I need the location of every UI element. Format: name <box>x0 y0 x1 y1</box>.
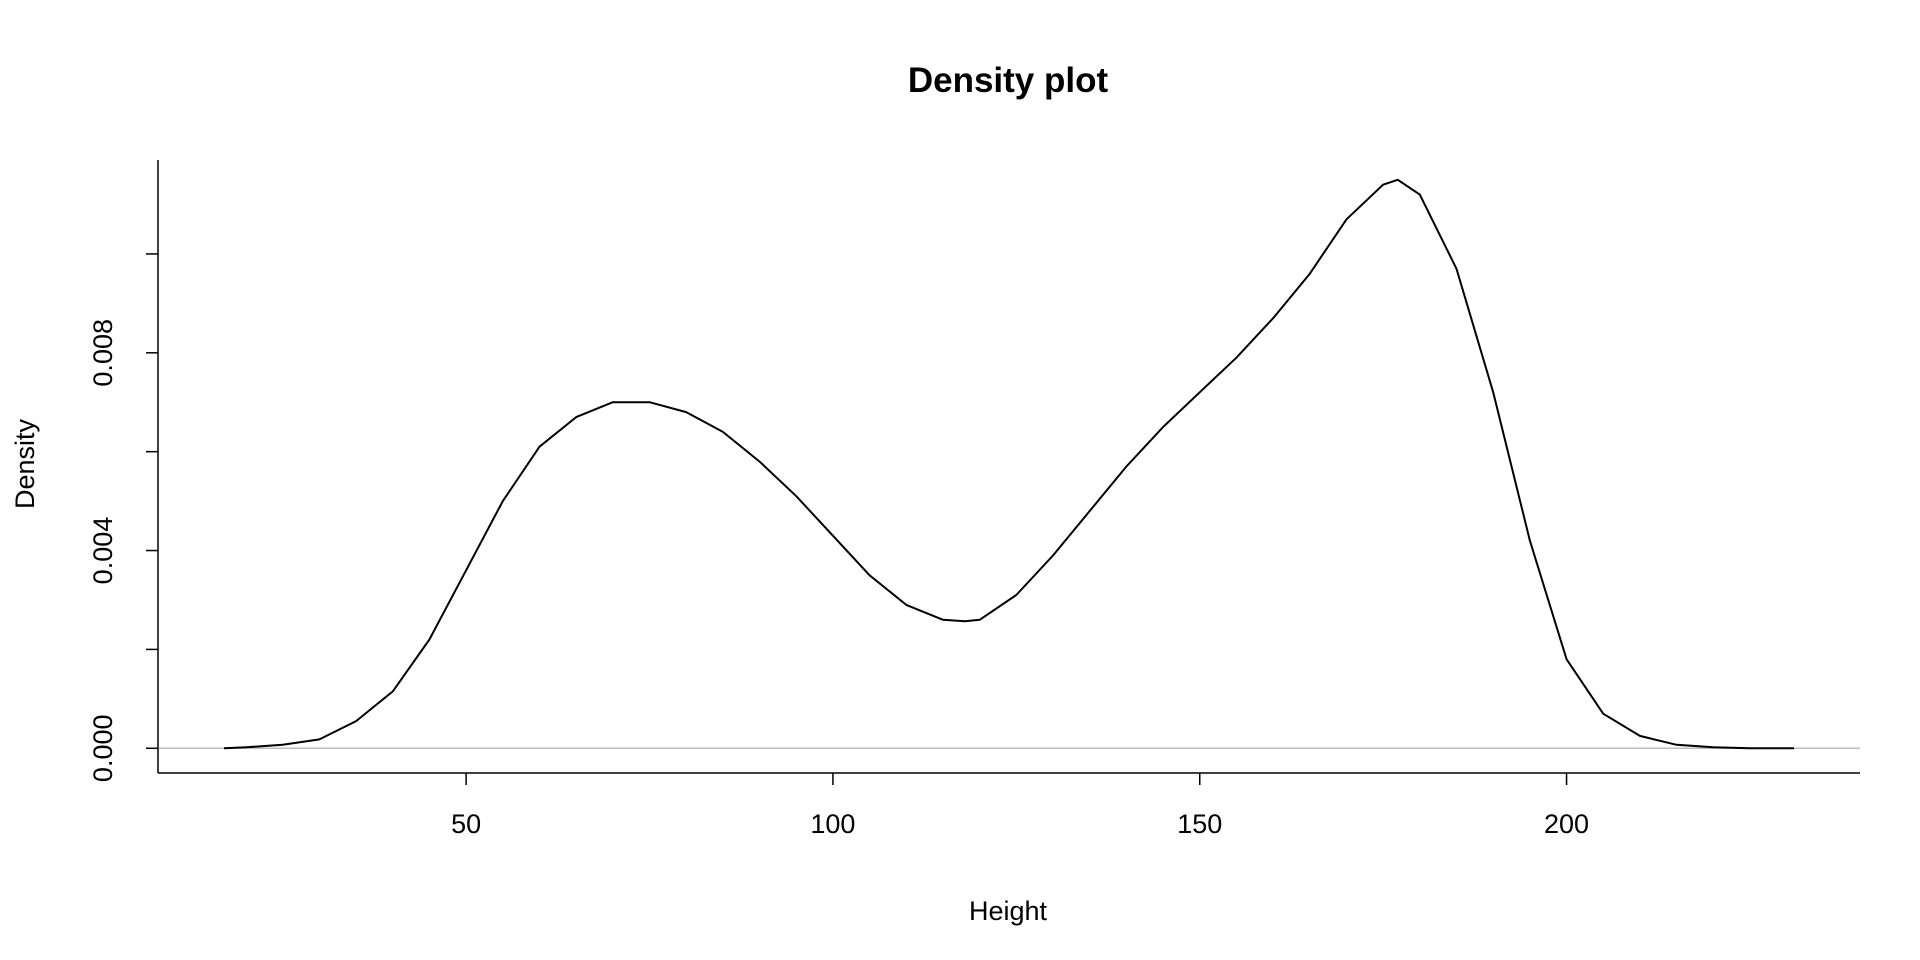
x-axis: 50 100 150 200 <box>158 772 1860 839</box>
y-tick-label: 0.008 <box>88 319 118 387</box>
chart-title: Density plot <box>908 61 1109 100</box>
x-tick-label: 100 <box>810 809 855 839</box>
y-axis-title: Density <box>10 418 40 509</box>
x-tick-label: 150 <box>1177 809 1222 839</box>
x-axis-title: Height <box>969 896 1048 926</box>
x-tick-label: 200 <box>1544 809 1589 839</box>
y-tick-label: 0.000 <box>88 714 118 782</box>
y-tick-label: 0.004 <box>88 517 118 585</box>
y-axis: 0.000 0.004 0.008 <box>88 160 159 782</box>
density-curve <box>223 178 1794 750</box>
x-tick-label: 50 <box>451 809 481 839</box>
